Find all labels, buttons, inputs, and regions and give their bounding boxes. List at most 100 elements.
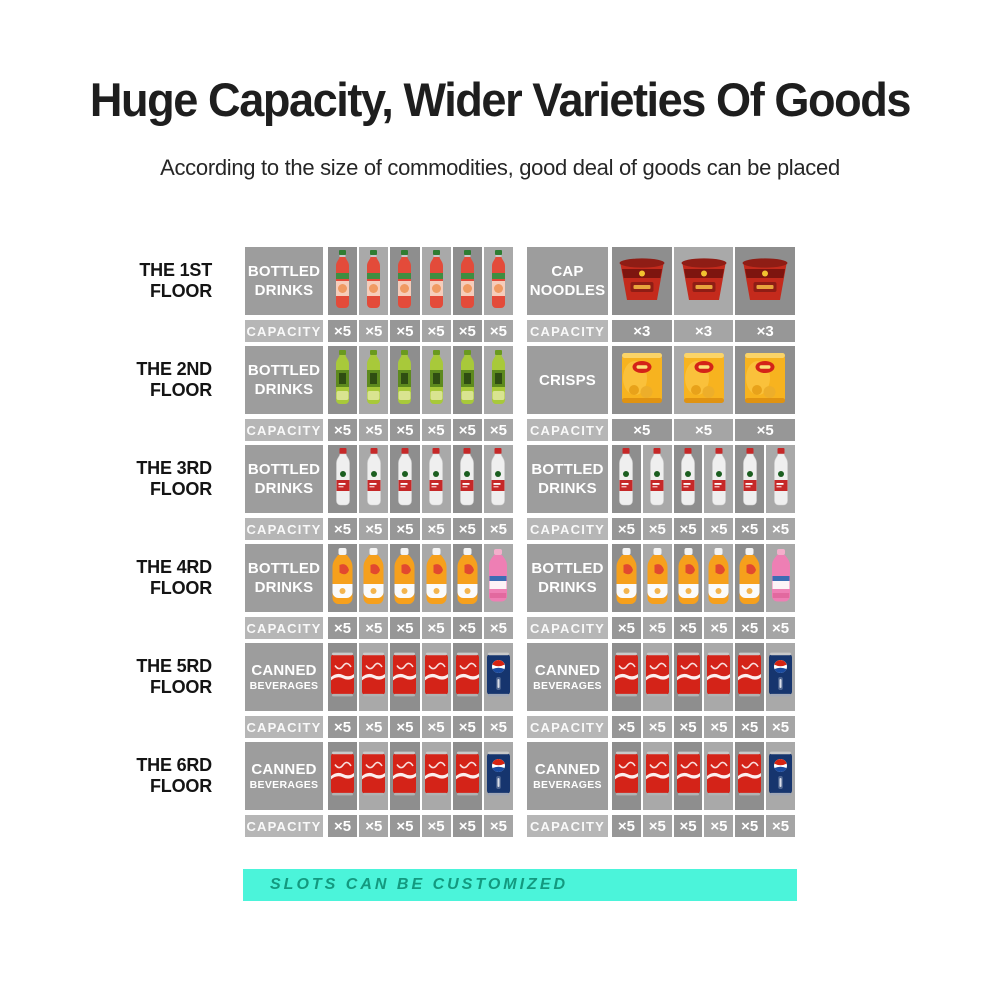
product-slot bbox=[483, 247, 514, 315]
product-slot bbox=[673, 643, 703, 711]
product-slot bbox=[359, 346, 389, 414]
floor-row: THE 6RD FLOOR CANNED BEVERAGES CAPACITY ×5 ×5 ×… bbox=[0, 742, 795, 837]
category-label-line: CRISPS bbox=[538, 371, 597, 389]
product-shelf bbox=[328, 247, 514, 315]
product-slot bbox=[735, 346, 796, 414]
floor-label: THE 1ST FLOOR bbox=[0, 247, 212, 315]
capacity-value: ×5 bbox=[390, 518, 420, 540]
slots-customized-banner: SLOTS CAN BE CUSTOMIZED bbox=[243, 869, 797, 901]
pepsi-can-icon bbox=[768, 652, 793, 702]
product-shelf bbox=[328, 445, 514, 513]
capacity-value: ×5 bbox=[673, 617, 703, 639]
cola-can-icon bbox=[676, 652, 701, 702]
category-label-line: BEVERAGES bbox=[533, 779, 602, 791]
cola-can-icon bbox=[614, 751, 639, 801]
capacity-label: CAPACITY bbox=[245, 419, 323, 441]
cola-can-icon bbox=[361, 751, 386, 801]
orange-juice-bottle-icon bbox=[678, 547, 699, 609]
product-slot bbox=[735, 742, 765, 810]
water-bottle-icon bbox=[679, 447, 697, 511]
product-slot bbox=[328, 643, 358, 711]
capacity-value: ×5 bbox=[390, 815, 420, 837]
floor-row: THE 2ND FLOOR BOTTLED DRINKS CAPACITY ×5 ×5 ×5 ×… bbox=[0, 346, 796, 441]
product-shelf bbox=[328, 742, 514, 810]
capacity-value: ×5 bbox=[704, 617, 734, 639]
green-tea-bottle-icon bbox=[458, 349, 477, 411]
slots-customized-label: SLOTS CAN BE CUSTOMIZED bbox=[270, 876, 569, 893]
capacity-value: ×5 bbox=[766, 815, 795, 837]
product-slot bbox=[766, 445, 795, 513]
product-slot bbox=[483, 742, 514, 810]
red-juice-bottle-icon bbox=[333, 249, 352, 313]
water-bottle-icon bbox=[427, 447, 445, 511]
capacity-value: ×5 bbox=[483, 716, 514, 738]
cola-can-icon bbox=[455, 652, 480, 702]
category-label-line: BOTTLED bbox=[531, 461, 604, 478]
capacity-value: ×5 bbox=[421, 815, 451, 837]
floor-label-line1: THE 5RD bbox=[136, 656, 212, 676]
floor-label-line1: THE 2ND bbox=[136, 359, 212, 379]
capacity-strip: ×5 ×5 ×5 ×5 ×5 ×5 bbox=[328, 419, 514, 441]
pink-bottle-icon bbox=[488, 549, 508, 607]
category-label-line: CAP bbox=[551, 263, 584, 280]
capacity-value: ×5 bbox=[421, 716, 451, 738]
floor-label: THE 4RD FLOOR bbox=[0, 544, 212, 612]
floor-label-line2: FLOOR bbox=[150, 578, 212, 598]
category-label-line: DRINKS bbox=[254, 579, 314, 596]
product-slot bbox=[766, 742, 795, 810]
product-slot bbox=[673, 247, 734, 315]
shelf-section-right: CRISPS CAPACITY ×5 ×5 ×5 bbox=[527, 346, 796, 441]
floor-label-line2: FLOOR bbox=[150, 380, 212, 400]
category-label: BOTTLED DRINKS bbox=[527, 445, 608, 513]
water-bottle-icon bbox=[458, 447, 476, 511]
crisps-bag-icon bbox=[619, 350, 665, 411]
category-label-line: CANNED bbox=[534, 761, 601, 778]
product-slot bbox=[612, 742, 641, 810]
orange-juice-bottle-icon bbox=[739, 547, 760, 609]
product-slot bbox=[704, 742, 734, 810]
floor-label-line1: THE 4RD bbox=[136, 557, 212, 577]
category-label-line: BEVERAGES bbox=[249, 680, 319, 692]
capacity-value: ×3 bbox=[735, 320, 796, 342]
crisps-bag-icon bbox=[681, 350, 727, 411]
shelf-section-left: CANNED BEVERAGES CAPACITY ×5 ×5 ×5 ×5 ×5 ×5 bbox=[245, 643, 514, 738]
cola-can-icon bbox=[737, 652, 762, 702]
capacity-value: ×5 bbox=[766, 617, 795, 639]
cola-can-icon bbox=[330, 652, 355, 702]
product-slot bbox=[673, 445, 703, 513]
water-bottle-icon bbox=[365, 447, 383, 511]
product-shelf bbox=[612, 445, 795, 513]
green-tea-bottle-icon bbox=[489, 349, 508, 411]
product-slot bbox=[421, 346, 451, 414]
capacity-value: ×5 bbox=[452, 518, 482, 540]
category-label-line: NOODLES bbox=[529, 282, 606, 299]
category-label: CANNED BEVERAGES bbox=[527, 742, 608, 810]
category-label-line: DRINKS bbox=[254, 480, 314, 497]
cola-can-icon bbox=[614, 652, 639, 702]
cola-can-icon bbox=[645, 652, 670, 702]
product-slot bbox=[673, 544, 703, 612]
product-slot bbox=[642, 643, 672, 711]
capacity-value: ×5 bbox=[642, 716, 672, 738]
red-juice-bottle-icon bbox=[427, 249, 446, 313]
category-label: CANNED BEVERAGES bbox=[527, 643, 608, 711]
product-slot bbox=[612, 643, 641, 711]
product-slot bbox=[421, 643, 451, 711]
capacity-value: ×5 bbox=[735, 617, 765, 639]
pepsi-can-icon bbox=[768, 751, 793, 801]
capacity-value: ×5 bbox=[735, 716, 765, 738]
water-bottle-icon bbox=[772, 447, 790, 511]
product-slot bbox=[421, 742, 451, 810]
capacity-value: ×5 bbox=[452, 320, 482, 342]
capacity-value: ×5 bbox=[328, 617, 358, 639]
capacity-value: ×5 bbox=[328, 716, 358, 738]
shelf-section-right: CANNED BEVERAGES CAPACITY ×5 ×5 ×5 ×5 ×5 ×5 bbox=[527, 643, 795, 738]
product-slot bbox=[704, 643, 734, 711]
product-slot bbox=[452, 643, 482, 711]
floor-label-line2: FLOOR bbox=[150, 677, 212, 697]
water-bottle-icon bbox=[648, 447, 666, 511]
capacity-value: ×5 bbox=[390, 320, 420, 342]
capacity-label: CAPACITY bbox=[527, 716, 608, 738]
capacity-value: ×5 bbox=[673, 518, 703, 540]
capacity-value: ×5 bbox=[421, 419, 451, 441]
